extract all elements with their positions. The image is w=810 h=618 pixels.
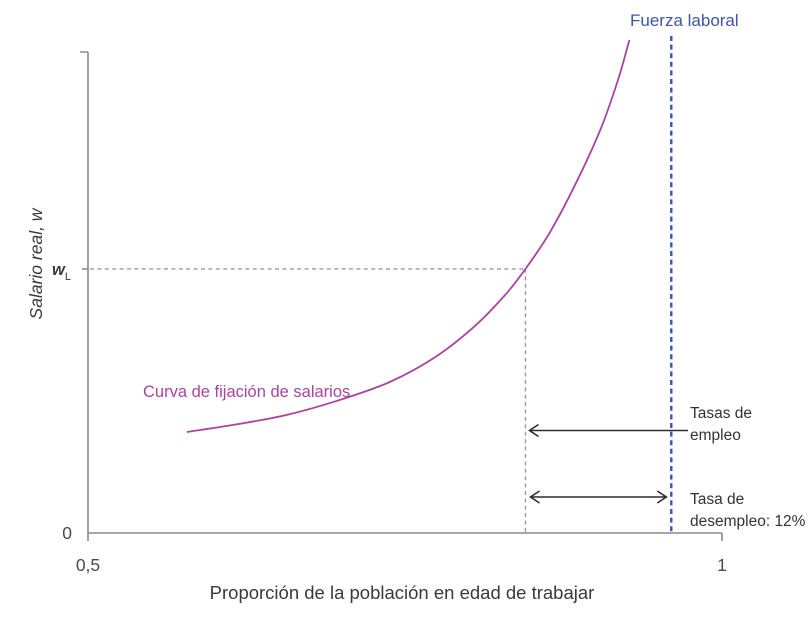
unemployment-label-line2: desempleo: 12% (690, 513, 806, 530)
wl-tick-label: wL (52, 261, 71, 283)
x-tick-05: 0,5 (76, 555, 100, 575)
axes-frame (80, 51, 723, 541)
wl-tick-subscript: L (65, 271, 71, 283)
labor-force-label: Fuerza laboral (630, 11, 739, 30)
unemployment-label-line1: Tasa de (690, 491, 744, 508)
employment-arrow (528, 423, 688, 438)
wage-curve-label: Curva de fijación de salarios (143, 383, 350, 401)
unemployment-arrow (529, 490, 668, 504)
employment-rate-label-line2: empleo (690, 427, 741, 444)
x-axis-label: Proporción de la población en edad de tr… (210, 582, 595, 603)
y-axis-label: Salario real, w (26, 207, 46, 319)
wl-tick-main: w (52, 261, 66, 279)
x-tick-1: 1 (717, 555, 727, 575)
employment-rate-label-line1: Tasas de (690, 405, 752, 422)
origin-label: 0 (62, 523, 72, 543)
wage-curve (186, 39, 631, 433)
